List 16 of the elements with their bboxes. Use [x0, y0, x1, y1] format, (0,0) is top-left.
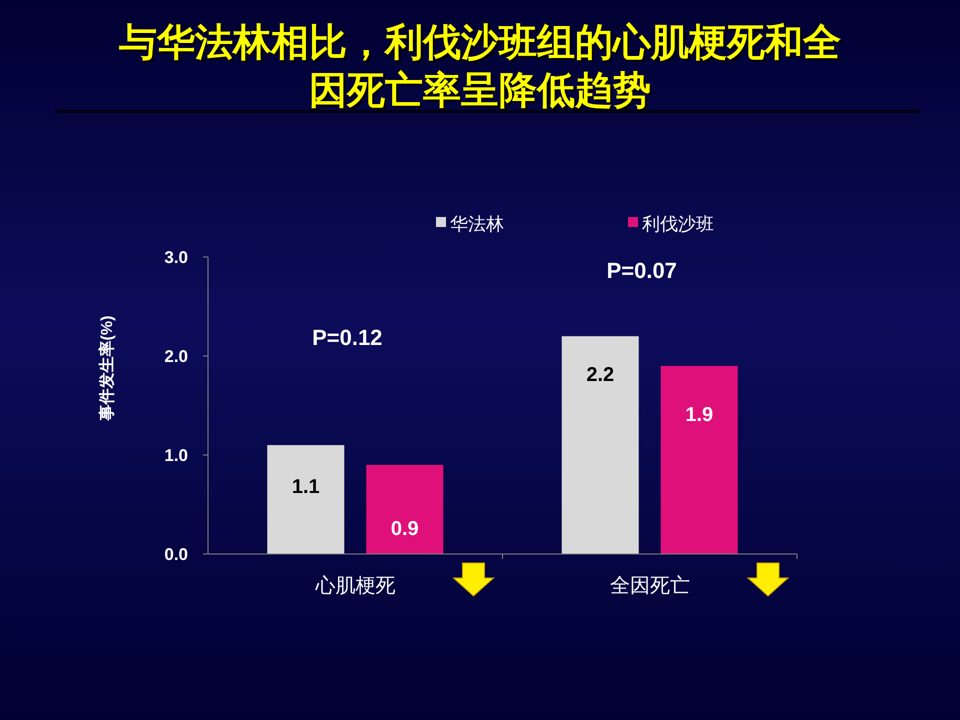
- x-tick-label: 心肌梗死: [314, 575, 396, 597]
- chart-title: 与华法林相比，利伐沙班组的心肌梗死和全因死亡率呈降低趋势: [118, 18, 842, 114]
- x-tick-label: 全因死亡: [610, 575, 690, 597]
- y-tick-label: 0.0: [164, 545, 188, 564]
- legend-label: 利伐沙班: [642, 214, 714, 234]
- y-tick-label: 1.0: [164, 446, 188, 465]
- legend-label: 华法林: [450, 214, 504, 234]
- y-tick-label: 2.0: [164, 347, 188, 366]
- annotation: P=0.07: [606, 258, 677, 284]
- data-label: 1.1: [292, 476, 320, 498]
- data-label: 0.9: [390, 518, 419, 540]
- y-axis-title: 事件发生率(%): [97, 316, 116, 422]
- data-label: 1.9: [685, 404, 714, 426]
- annotation: P=0.12: [312, 325, 382, 350]
- data-label: 2.2: [586, 364, 614, 386]
- y-tick-label: 3.0: [164, 248, 188, 267]
